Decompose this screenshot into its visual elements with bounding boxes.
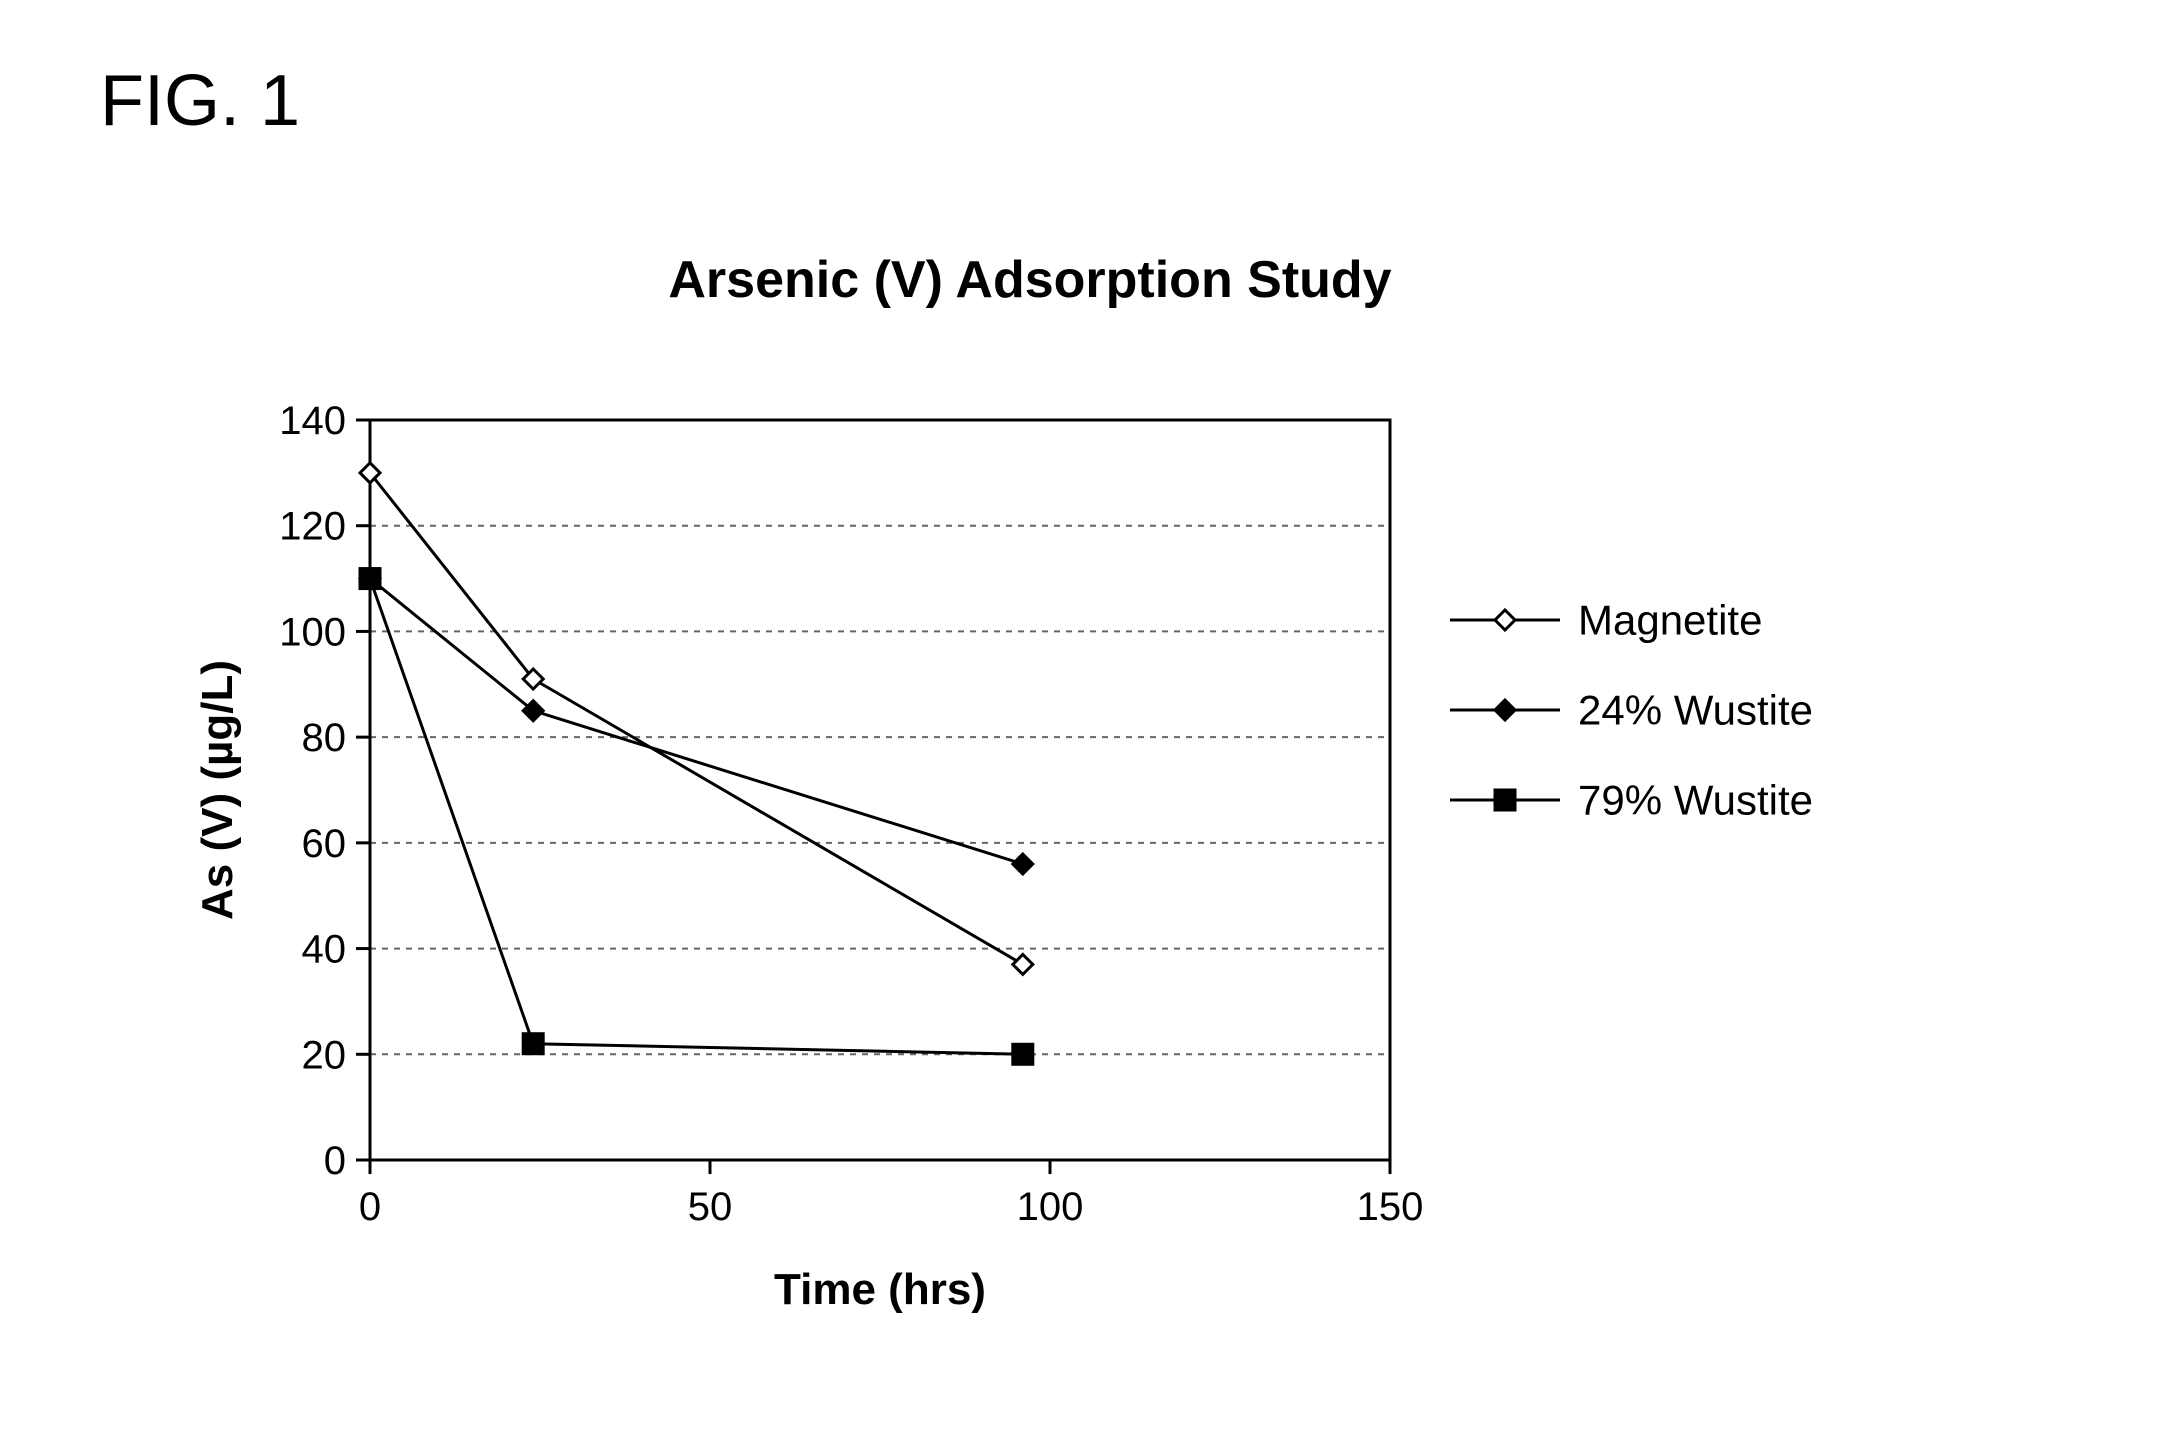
legend-label: 79% Wustite	[1578, 777, 1813, 824]
y-axis-label: As (V) (µg/L)	[193, 660, 242, 920]
diamond-marker	[1495, 700, 1515, 720]
y-tick-label: 60	[302, 822, 347, 866]
square-marker	[1013, 1044, 1033, 1064]
x-tick-label: 100	[1017, 1185, 1084, 1229]
diamond-open-marker	[1495, 610, 1515, 630]
x-tick-label: 150	[1357, 1185, 1424, 1229]
chart-svg: 0 50 100 150 0 20 40 60 80 100 120 140 Time (hrs) As …	[0, 0, 2170, 1448]
y-tick-label: 80	[302, 716, 347, 760]
y-tick-label: 140	[279, 399, 346, 443]
chart-container: 0 50 100 150 0 20 40 60 80 100 120 140 Time (hrs) As …	[0, 0, 2170, 1448]
square-marker	[360, 569, 380, 589]
x-tick-label: 50	[688, 1185, 733, 1229]
legend-label: Magnetite	[1578, 597, 1762, 644]
legend: Magnetite 24% Wustite 79% Wustite	[1450, 597, 1813, 824]
y-tick-label: 100	[279, 610, 346, 654]
y-tick-label: 20	[302, 1033, 347, 1077]
y-tick-label: 40	[302, 928, 347, 972]
square-marker	[523, 1034, 543, 1054]
y-tick-label: 0	[324, 1139, 346, 1183]
legend-label: 24% Wustite	[1578, 687, 1813, 734]
page: FIG. 1 Arsenic (V) Adsorption Study 0501…	[0, 0, 2170, 1448]
x-axis-label: Time (hrs)	[774, 1265, 986, 1314]
x-tick-label: 0	[359, 1185, 381, 1229]
y-tick-label: 120	[279, 505, 346, 549]
square-marker	[1495, 790, 1515, 810]
